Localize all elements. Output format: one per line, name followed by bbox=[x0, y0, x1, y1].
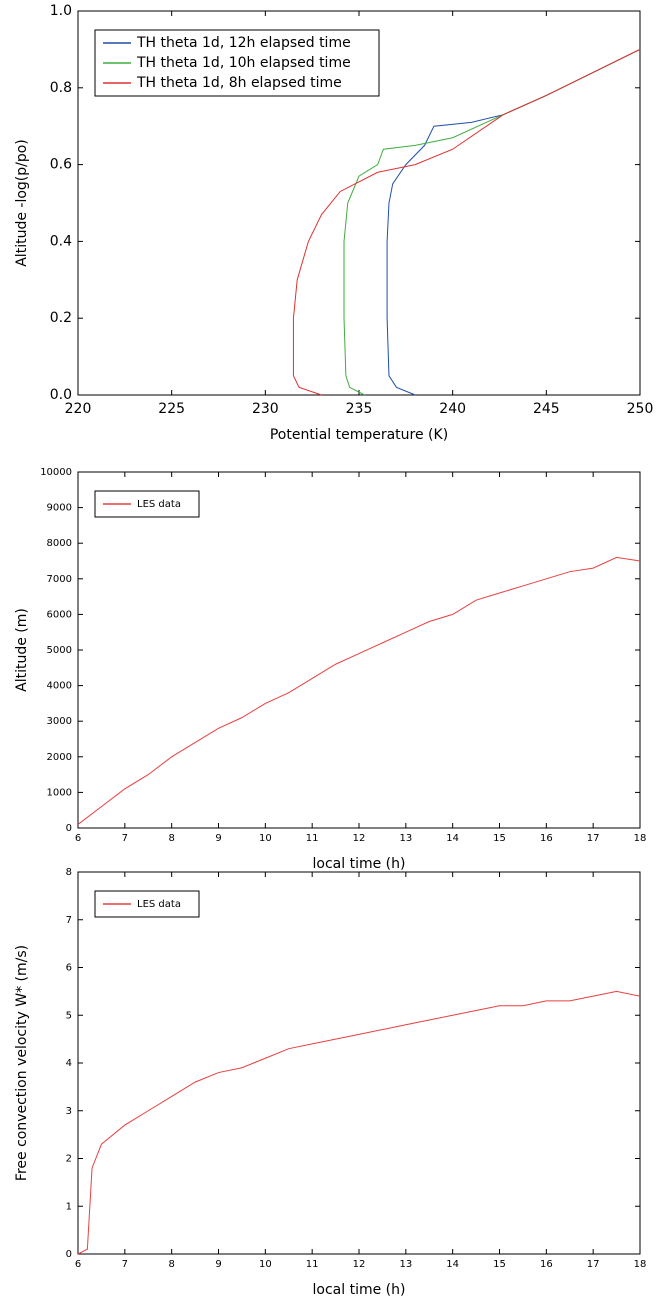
y-tick-label: 2 bbox=[66, 1154, 72, 1165]
x-tick-label: 11 bbox=[306, 1259, 319, 1270]
x-tick-label: 11 bbox=[306, 833, 319, 844]
x-tick-label: 225 bbox=[158, 401, 185, 417]
x-tick-label: 16 bbox=[540, 833, 553, 844]
x-tick-label: 8 bbox=[168, 1259, 174, 1270]
x-tick-label: 235 bbox=[346, 401, 373, 417]
x-tick-label: 17 bbox=[587, 833, 600, 844]
y-tick-label: 0.2 bbox=[50, 310, 72, 326]
y-tick-label: 1000 bbox=[47, 787, 72, 798]
x-tick-label: 15 bbox=[493, 833, 506, 844]
x-tick-label: 9 bbox=[215, 833, 221, 844]
y-tick-label: 5 bbox=[66, 1010, 72, 1021]
x-tick-label: 6 bbox=[75, 1259, 81, 1270]
data-line bbox=[292, 48, 641, 396]
y-tick-label: 6000 bbox=[47, 609, 72, 620]
y-tick-label: 9000 bbox=[47, 503, 72, 514]
y-tick-label: 7000 bbox=[47, 574, 72, 585]
x-tick-label: 13 bbox=[399, 833, 412, 844]
y-tick-label: 5000 bbox=[47, 645, 72, 656]
x-tick-label: 9 bbox=[215, 1259, 221, 1270]
y-tick-label: 1.0 bbox=[50, 3, 72, 19]
x-tick-label: 10 bbox=[259, 833, 272, 844]
x-tick-label: 7 bbox=[122, 833, 128, 844]
x-tick-label: 16 bbox=[540, 1259, 553, 1270]
x-axis-label: local time (h) bbox=[313, 856, 406, 872]
y-tick-label: 2000 bbox=[47, 752, 72, 763]
y-tick-label: 0 bbox=[66, 823, 72, 834]
y-axis-label: Free convection velocity W* (m/s) bbox=[14, 945, 30, 1181]
plot-area bbox=[77, 871, 641, 1255]
y-tick-label: 6 bbox=[66, 963, 72, 974]
legend-label: LES data bbox=[137, 499, 181, 510]
y-tick-label: 0.0 bbox=[50, 387, 72, 403]
y-tick-label: 3 bbox=[66, 1106, 72, 1117]
x-tick-label: 10 bbox=[259, 1259, 272, 1270]
y-tick-label: 8000 bbox=[47, 538, 72, 549]
y-tick-label: 0.4 bbox=[50, 233, 72, 249]
x-tick-label: 14 bbox=[446, 1259, 459, 1270]
legend-label: LES data bbox=[137, 899, 181, 910]
y-tick-label: 4 bbox=[66, 1058, 72, 1069]
y-tick-label: 7 bbox=[66, 915, 72, 926]
y-tick-label: 1 bbox=[66, 1201, 72, 1212]
legend-label: TH theta 1d, 8h elapsed time bbox=[136, 75, 342, 91]
x-tick-label: 250 bbox=[627, 401, 654, 417]
y-tick-label: 0.6 bbox=[50, 157, 72, 173]
y-tick-label: 10000 bbox=[40, 467, 72, 478]
y-tick-label: 3000 bbox=[47, 716, 72, 727]
x-tick-label: 245 bbox=[533, 401, 560, 417]
data-line bbox=[77, 556, 641, 825]
x-tick-label: 7 bbox=[122, 1259, 128, 1270]
x-tick-label: 6 bbox=[75, 833, 81, 844]
x-tick-label: 18 bbox=[634, 833, 647, 844]
legend-box bbox=[94, 29, 380, 97]
x-axis-label: Potential temperature (K) bbox=[270, 427, 448, 443]
y-tick-label: 8 bbox=[66, 867, 72, 878]
x-tick-label: 230 bbox=[252, 401, 279, 417]
y-tick-label: 0 bbox=[66, 1249, 72, 1260]
x-tick-label: 8 bbox=[168, 833, 174, 844]
y-axis-label: Altitude (m) bbox=[14, 608, 30, 692]
plot-area bbox=[77, 471, 641, 829]
x-tick-label: 17 bbox=[587, 1259, 600, 1270]
x-tick-label: 13 bbox=[399, 1259, 412, 1270]
data-line bbox=[386, 48, 641, 396]
legend-label: TH theta 1d, 12h elapsed time bbox=[136, 35, 351, 51]
legend-label: TH theta 1d, 10h elapsed time bbox=[136, 55, 351, 71]
x-tick-label: 15 bbox=[493, 1259, 506, 1270]
x-tick-label: 240 bbox=[439, 401, 466, 417]
x-tick-label: 220 bbox=[65, 401, 92, 417]
x-tick-label: 12 bbox=[353, 1259, 366, 1270]
y-tick-label: 4000 bbox=[47, 681, 72, 692]
y-tick-label: 0.8 bbox=[50, 80, 72, 96]
x-tick-label: 18 bbox=[634, 1259, 647, 1270]
x-axis-label: local time (h) bbox=[313, 1282, 406, 1298]
y-axis-label: Altitude -log(p/po) bbox=[14, 139, 30, 267]
x-tick-label: 12 bbox=[353, 833, 366, 844]
x-tick-label: 14 bbox=[446, 833, 459, 844]
data-line bbox=[77, 990, 641, 1255]
